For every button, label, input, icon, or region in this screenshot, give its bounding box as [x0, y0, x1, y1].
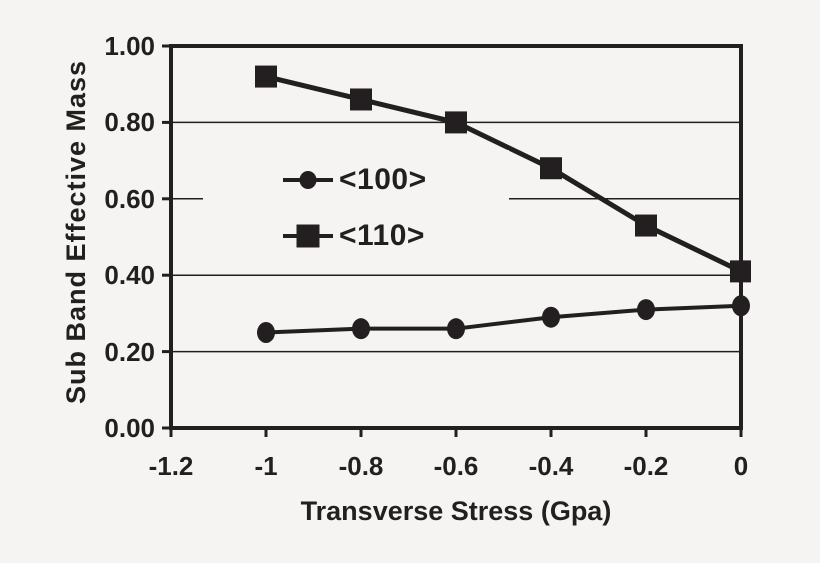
- data-point-square-110: [540, 157, 562, 180]
- legend-item-100: <100>: [283, 152, 509, 208]
- data-point-square-110: [255, 65, 277, 88]
- data-point-circle-100: [637, 299, 655, 321]
- x-tick-label: 0: [733, 451, 749, 481]
- series-line-110: [265, 74, 743, 274]
- data-point-square-110: [635, 214, 657, 237]
- x-tick-label: -0.4: [528, 451, 574, 481]
- y-tick-label: 0.80: [104, 107, 155, 138]
- y-tick-label: 0.40: [104, 260, 155, 291]
- legend-item-110: <110>: [283, 208, 509, 264]
- data-point-square-110: [350, 88, 372, 111]
- plot-area: [162, 44, 751, 437]
- series-line-100: [265, 303, 742, 335]
- y-axis-title: Sub Band Effective Mass: [61, 59, 91, 405]
- legend: <100> <110>: [203, 150, 509, 266]
- square-marker-icon: [283, 224, 333, 248]
- y-tick-label: 0.20: [104, 336, 155, 367]
- legend-label-100: <100>: [339, 163, 427, 196]
- x-tick-label: -1: [254, 451, 278, 481]
- y-tick-label: 0.00: [104, 413, 155, 443]
- data-point-circle-100: [732, 295, 750, 317]
- data-point-circle-100: [257, 322, 275, 343]
- legend-label-110: <110>: [339, 219, 425, 252]
- circle-marker-icon: [283, 171, 333, 189]
- x-tick-label: -1.2: [148, 451, 194, 481]
- x-axis-title: Transverse Stress (Gpa): [300, 496, 612, 526]
- data-point-circle-100: [352, 318, 370, 340]
- x-tick-label: -0.2: [623, 451, 669, 481]
- data-point-square-110: [730, 260, 751, 283]
- data-point-circle-100: [542, 306, 560, 328]
- data-point-circle-100: [447, 318, 465, 340]
- x-tick-label: -0.8: [338, 451, 384, 481]
- x-tick-label: -0.6: [433, 451, 479, 481]
- y-tick-label: 1.00: [104, 31, 155, 61]
- data-point-square-110: [445, 111, 467, 134]
- y-tick-label: 0.60: [104, 183, 155, 214]
